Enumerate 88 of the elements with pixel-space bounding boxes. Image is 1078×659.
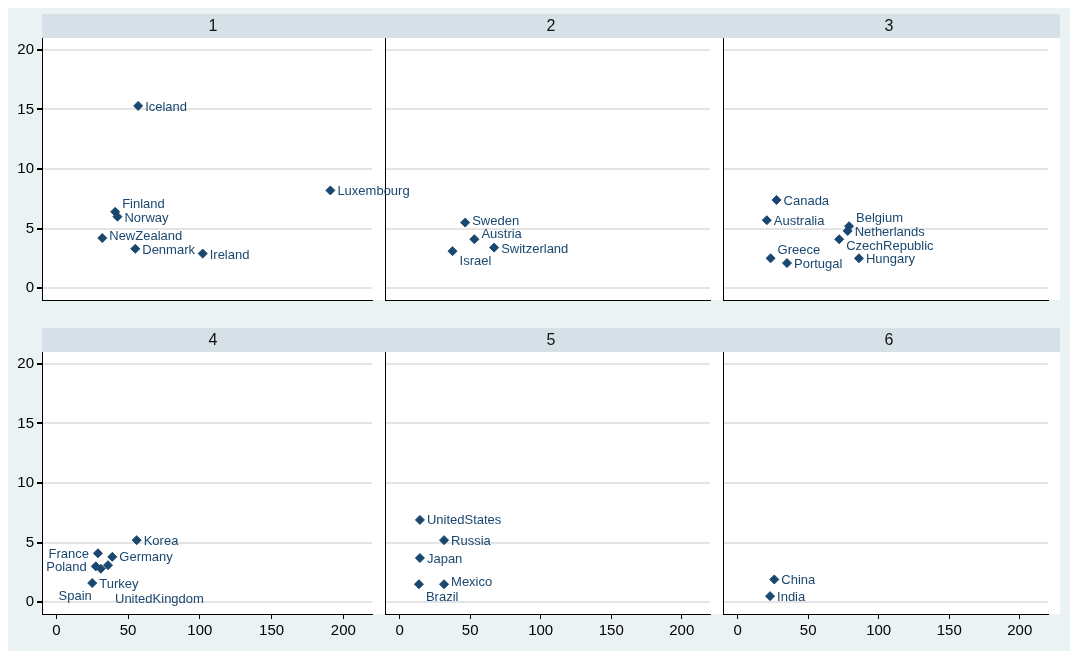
chart-title: 3 [718,14,1060,38]
y-tick-label: 20 [17,353,34,371]
data-label: Canada [783,192,830,208]
chart-title: 4 [42,327,384,352]
x-tick-label: 100 [528,620,554,638]
data-label: Iceland [145,98,188,114]
data-label: Portugal [793,256,843,272]
x-tick-label: 200 [669,620,695,638]
data-label: CzechRepublic [846,238,934,254]
y-tick-label: 15 [17,99,34,117]
point [95,563,106,574]
data-label: Australia [773,213,825,229]
point [197,248,208,259]
data-label: India [777,588,806,604]
point [131,534,142,545]
y-tick-label: 10 [17,159,34,177]
chart-title: 5 [380,327,722,352]
point [107,551,118,562]
data-label: Sweden [472,212,520,228]
point [489,242,500,253]
data-label: Belgium [856,210,904,226]
point [439,578,450,589]
point [87,577,98,588]
point [325,185,336,196]
point [771,194,782,205]
data-label: Brazil [425,588,459,604]
point [853,253,864,264]
x-tick-label: 50 [461,620,479,638]
point [92,547,103,558]
point [469,234,480,245]
point [414,514,425,525]
data-label: Spain [58,588,92,604]
x-tick-label: 0 [52,620,61,638]
point [447,246,458,257]
data-label: Austria [481,226,522,242]
y-tick-label: 5 [25,218,34,236]
y-tick-label: 5 [25,532,34,550]
y-tick-label: 0 [25,591,34,609]
data-label: China [781,571,816,587]
data-label: France [48,545,89,561]
point [103,559,113,570]
y-tick-label: 15 [17,413,34,431]
data-label: Greece [777,242,821,258]
point [112,211,123,222]
data-label: Norway [124,209,169,225]
point [765,253,776,264]
point [439,534,450,545]
x-tick-label: 150 [598,620,624,638]
x-tick-label: 150 [259,620,285,638]
point [97,233,108,244]
point [414,552,425,563]
data-label: Finland [122,195,165,211]
x-tick-label: 100 [866,620,892,638]
point [781,258,792,269]
x-tick-label: 100 [187,620,213,638]
point [761,215,772,226]
x-tick-label: 0 [733,620,742,638]
point [460,217,471,228]
data-label: Mexico [451,573,493,589]
y-tick-label: 0 [25,278,34,296]
data-label: UnitedStates [426,512,502,528]
point [130,243,141,254]
x-tick-label: 0 [395,620,404,638]
x-tick-label: 50 [119,620,137,638]
data-label: Korea [143,532,179,548]
chart-title: 1 [42,14,384,38]
data-label: Israel [459,253,492,269]
x-tick-label: 200 [330,620,356,638]
data-label: Denmark [142,241,195,257]
point [133,100,144,111]
point [834,234,845,245]
data-label: Switzerland [501,240,569,256]
data-label: Turkey [99,575,139,591]
data-label: Ireland [209,246,250,262]
x-tick-label: 200 [1007,620,1033,638]
data-label: NewZealand [109,228,183,244]
x-tick-label: 50 [799,620,817,638]
chart-title: 2 [380,14,722,38]
x-tick-label: 150 [936,620,962,638]
y-tick-label: 20 [17,40,34,58]
y-tick-label: 10 [17,472,34,490]
data-label: Japan [426,550,463,566]
point [413,578,424,589]
data-label: Russia [451,532,491,548]
data-label: Poland [46,558,87,574]
chart-title: 6 [718,327,1060,352]
data-label: UnitedKingdom [115,590,204,606]
data-label: Germany [119,549,173,565]
